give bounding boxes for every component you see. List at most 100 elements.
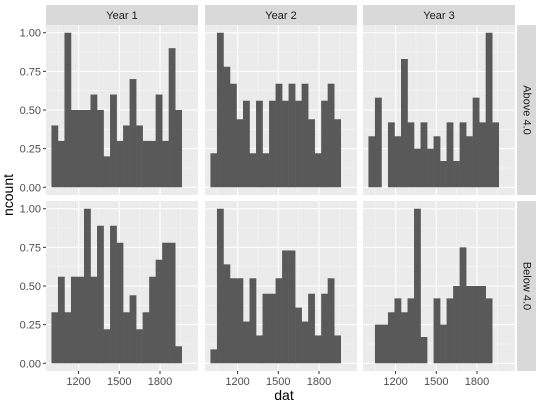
histogram-bar <box>262 293 270 364</box>
histogram-bar <box>256 335 263 364</box>
histogram-bar <box>446 122 454 188</box>
histogram-bar <box>90 276 98 364</box>
histogram-bar <box>466 286 473 364</box>
histogram-bar <box>288 83 296 188</box>
histogram-bar <box>229 83 237 188</box>
x-tick-label: 1800 <box>307 376 331 388</box>
panel-below-4-0-year-2 <box>205 201 357 371</box>
histogram-bar <box>295 100 302 188</box>
histogram-bar <box>149 140 156 188</box>
histogram-bar <box>387 312 395 364</box>
histogram-bar <box>308 119 315 188</box>
histogram-bar <box>459 122 467 188</box>
histogram-bar <box>123 125 130 188</box>
histogram-bar <box>301 83 309 188</box>
histogram-bar <box>414 208 421 364</box>
x-tick-label: 1200 <box>66 376 90 388</box>
histogram-bar <box>142 140 150 188</box>
histogram-bar <box>485 32 493 188</box>
histogram-bar <box>129 79 137 188</box>
histogram-bar <box>453 161 460 188</box>
histogram-bar <box>394 298 402 364</box>
y-tick-label: 0.25 <box>20 144 41 156</box>
histogram-bar <box>485 298 493 364</box>
histogram-bar <box>149 276 156 364</box>
histogram-bar <box>136 329 143 364</box>
histogram-bar <box>374 97 382 188</box>
y-tick-label: 0.50 <box>20 281 41 293</box>
strip-col-label: Year 3 <box>423 10 454 22</box>
histogram-bar <box>77 110 85 188</box>
y-tick-label: 0.25 <box>20 320 41 332</box>
x-tick-label: 1800 <box>465 376 489 388</box>
histogram-bar <box>275 278 283 364</box>
histogram-bar <box>321 100 328 188</box>
histogram-bar <box>414 148 421 188</box>
histogram-bar <box>216 32 224 188</box>
x-tick-label: 1800 <box>148 376 172 388</box>
histogram-bar <box>249 153 257 188</box>
histogram-bar <box>262 153 270 188</box>
histogram-bar <box>129 295 137 364</box>
histogram-bar <box>216 208 224 364</box>
histogram-bar <box>64 32 72 188</box>
histogram-bar <box>175 346 183 364</box>
y-tick-label: 0.50 <box>20 105 41 117</box>
histogram-bar <box>162 140 169 188</box>
histogram-bar <box>162 242 169 364</box>
strip-row-above-4-0 <box>517 25 536 195</box>
histogram-bar <box>175 110 183 188</box>
histogram-bar <box>116 242 124 364</box>
histogram-bar <box>327 83 335 188</box>
histogram-bar <box>334 335 342 364</box>
histogram-bar <box>472 286 480 364</box>
histogram-bar <box>77 276 85 364</box>
histogram-bar <box>401 312 408 364</box>
histogram-bar <box>155 259 163 364</box>
histogram-bar <box>70 276 78 364</box>
histogram-bar <box>282 100 289 188</box>
histogram-bar <box>243 100 250 188</box>
histogram-bar <box>51 125 59 188</box>
strip-col-label: Year 1 <box>106 10 137 22</box>
x-tick-label: 1500 <box>424 376 448 388</box>
histogram-bar <box>288 250 296 364</box>
histogram-bar <box>387 122 395 188</box>
histogram-bar <box>420 122 428 188</box>
histogram-bar <box>123 312 130 364</box>
histogram-bar <box>453 286 460 364</box>
histogram-bar <box>479 122 486 188</box>
histogram-bar <box>57 276 65 364</box>
y-tick-label: 0.00 <box>20 182 41 194</box>
histogram-bar <box>223 264 231 364</box>
histogram-bar <box>492 122 500 188</box>
histogram-bar <box>110 225 117 364</box>
x-tick-label: 1500 <box>266 376 290 388</box>
histogram-bar <box>433 136 441 188</box>
strip-row-label: Above 4.0 <box>521 85 533 135</box>
histogram-bar <box>155 94 163 188</box>
histogram-bar <box>110 94 117 188</box>
strip-row-below-4-0 <box>517 201 536 371</box>
histogram-bar <box>374 324 382 364</box>
strips-layer: Year 1 Year 2 Year 3 Above 4.0 Below 4.0 <box>46 5 536 371</box>
histogram-bar <box>249 278 257 364</box>
strip-row-label: Below 4.0 <box>521 262 533 310</box>
histogram-bar <box>210 349 218 364</box>
histogram-bar <box>136 125 143 188</box>
histogram-bar <box>51 312 59 364</box>
histogram-bar <box>433 298 441 364</box>
histogram-bar <box>275 83 283 188</box>
y-axis-title: ncount <box>0 174 16 216</box>
histogram-bar <box>243 321 250 364</box>
histogram-bar <box>327 278 335 364</box>
histogram-bar <box>168 48 176 188</box>
y-tick-label: 1.00 <box>20 28 41 40</box>
axes-layer: 0.00 0.25 0.50 0.75 1.00 0.00 0.25 0.50 0.75 1.00… <box>20 28 490 388</box>
histogram-bar <box>229 278 237 364</box>
x-tick-label: 1200 <box>225 376 249 388</box>
histogram-bar <box>142 312 150 364</box>
histogram-bar <box>116 140 124 188</box>
histogram-bar <box>368 136 376 188</box>
